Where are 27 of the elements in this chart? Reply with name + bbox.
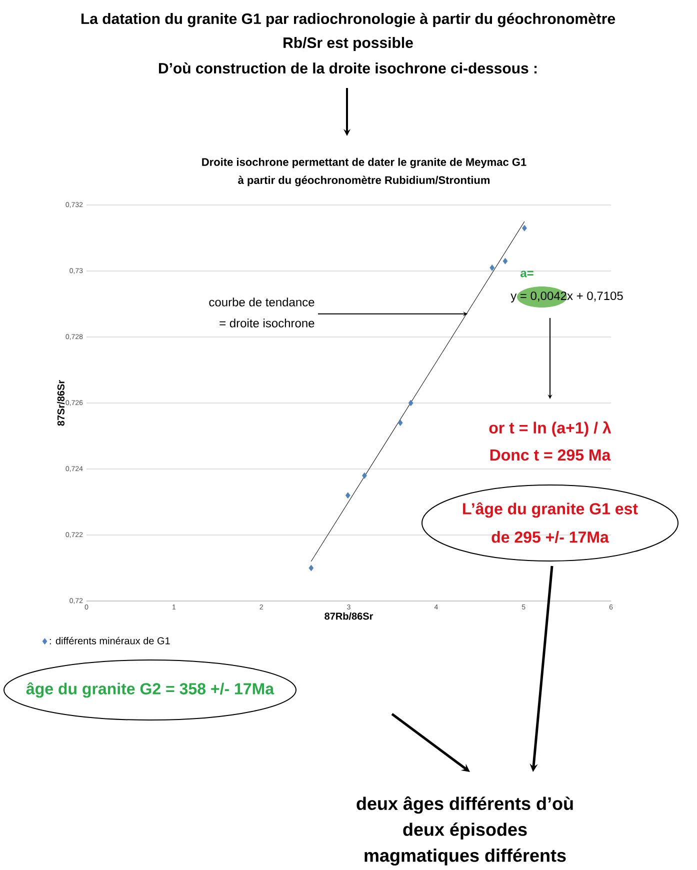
text: Rb/Sr est possible	[284, 37, 413, 51]
text: âge du granite G2 = 358 +/- 17Ma	[26, 682, 274, 698]
annotation: L’âge du granite G1 est	[463, 502, 638, 518]
x-axis-title: 87Rb/86Sr	[324, 612, 374, 620]
text: deux âges différents d’où	[356, 796, 573, 814]
point	[490, 264, 495, 271]
point	[345, 492, 350, 499]
chart-subtitle: à partir du géochronomètre Rubidium/Strontium	[238, 176, 490, 186]
annotation: = droite isochrone	[220, 318, 314, 328]
y-axis-title: 87Sr/86Sr	[57, 380, 65, 426]
annotation: or t = ln (a+1) / λ	[489, 421, 612, 437]
point	[398, 420, 403, 426]
text: D’où construction de la droite isochrone ci-dessous :	[158, 62, 537, 74]
point	[522, 224, 527, 232]
point	[308, 564, 314, 572]
text: deux épisodes	[403, 822, 527, 840]
legend-label: : différents minéraux de G1	[50, 636, 170, 644]
point	[362, 472, 367, 479]
annotation: courbe de tendance	[209, 298, 314, 306]
annotation: de 295 +/- 17Ma	[492, 531, 610, 543]
text: magmatiques différents	[364, 848, 566, 866]
point	[502, 258, 508, 264]
annotation: a=	[520, 270, 534, 278]
chart-title: Droite isochrone permettant de dater le granite de Meymac G1	[202, 158, 526, 168]
annotation: Donc t = 295 Ma	[490, 449, 611, 461]
text: La datation du granite G1 par radiochronologie à partir du géochronomètre	[81, 12, 616, 28]
point	[408, 400, 414, 406]
